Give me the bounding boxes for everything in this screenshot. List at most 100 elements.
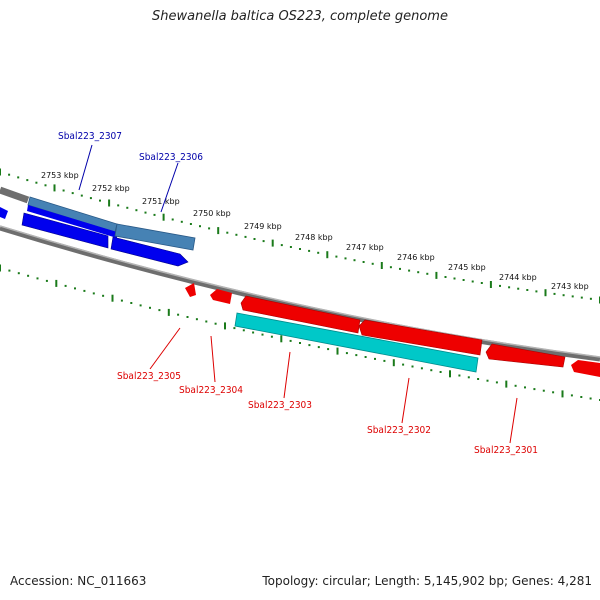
callout-line-2307: [78, 144, 93, 191]
reverse-scale-tick: [111, 294, 114, 302]
gene-label-sbal223-2303[interactable]: Sbal223_2303: [248, 400, 312, 411]
scale-tick: [462, 279, 465, 281]
scale-tick: [308, 249, 311, 252]
scale-tick: [380, 262, 383, 269]
gene-sbal223-2302[interactable]: [358, 319, 483, 356]
reverse-scale-tick: [299, 342, 301, 344]
gene-arrow-fwd-a[interactable]: [0, 207, 8, 219]
callout-line-2306: [160, 162, 179, 213]
scale-tick: [199, 225, 201, 228]
scale-tick: [399, 267, 401, 270]
gene-label-sbal223-2307[interactable]: Sbal223_2307: [58, 131, 122, 142]
reverse-scale-tick: [486, 379, 489, 382]
scale-tick: [89, 197, 92, 200]
reverse-strand-ticks: [0, 264, 600, 401]
scale-tick: [80, 194, 83, 197]
callout-line-2301: [509, 397, 518, 444]
reverse-scale-tick: [214, 322, 217, 325]
scale-tick: [480, 282, 483, 284]
reverse-scale-tick: [92, 292, 95, 295]
scale-tick: [489, 281, 492, 288]
reverse-scale-tick: [420, 367, 423, 370]
tick-label: 2748 kbp: [295, 233, 333, 242]
reverse-genes: [185, 283, 600, 377]
gene-sbal223-2305[interactable]: [185, 283, 196, 297]
tick-label: 2746 kbp: [397, 253, 435, 262]
kbp-tick-labels: 2753 kbp 2752 kbp 2751 kbp 2750 kbp 2749 kbp…: [41, 171, 589, 291]
gene-sbal223-2303-cyan[interactable]: [234, 312, 479, 373]
reverse-scale-tick: [589, 397, 592, 400]
reverse-scale-tick: [524, 386, 526, 389]
scale-tick: [271, 239, 274, 247]
scale-tick: [8, 173, 11, 176]
reverse-scale-tick: [83, 289, 86, 292]
reverse-scale-tick: [158, 309, 161, 312]
scale-tick: [0, 168, 1, 176]
reverse-scale-tick: [233, 327, 236, 330]
reverse-scale-tick: [0, 264, 1, 272]
reverse-scale-tick: [495, 381, 498, 384]
reverse-scale-tick: [561, 390, 564, 398]
reverse-scale-tick: [542, 389, 545, 392]
callout-line-2303: [283, 351, 291, 399]
callout-line-2305: [149, 327, 181, 370]
gene-sbal223-2306-upper[interactable]: [114, 223, 196, 251]
scale-tick: [526, 289, 529, 291]
scale-tick: [371, 262, 374, 265]
reverse-scale-tick: [27, 274, 30, 277]
gene-arrow-rev-end[interactable]: [571, 360, 600, 377]
reverse-scale-tick: [439, 371, 442, 373]
reverse-scale-tick: [336, 347, 339, 355]
tick-label: 2743 kbp: [551, 282, 589, 291]
scale-tick: [189, 223, 192, 225]
reverse-scale-tick: [402, 363, 405, 366]
tick-label: 2751 kbp: [142, 197, 180, 206]
gene-label-sbal223-2306[interactable]: Sbal223_2306: [139, 152, 203, 163]
reverse-scale-tick: [270, 335, 273, 338]
genome-backbone-top-stub: [0, 186, 30, 204]
reverse-scale-tick: [355, 354, 358, 357]
gene-label-sbal223-2304[interactable]: Sbal223_2304: [179, 385, 243, 396]
gene-label-sbal223-2302[interactable]: Sbal223_2302: [367, 425, 431, 436]
gene-sbal223-2301[interactable]: [485, 343, 566, 368]
scale-tick: [244, 235, 247, 238]
reverse-scale-tick: [205, 320, 208, 323]
scale-tick: [117, 204, 120, 207]
scale-tick: [580, 296, 583, 299]
reverse-scale-tick: [345, 352, 348, 355]
gene-label-sbal223-2301[interactable]: Sbal223_2301: [474, 445, 538, 456]
scale-tick: [171, 218, 174, 221]
gene-sbal223-2307-inner[interactable]: [27, 205, 117, 238]
gene-sbal223-2304[interactable]: [210, 289, 232, 304]
gene-sbal223-2306[interactable]: [110, 236, 189, 267]
scale-tick: [553, 292, 556, 295]
reverse-scale-tick: [177, 313, 180, 316]
reverse-scale-tick: [280, 335, 283, 343]
scale-tick: [208, 227, 211, 230]
scale-tick: [453, 277, 456, 280]
reverse-scale-tick: [514, 384, 517, 387]
scale-tick: [535, 290, 538, 293]
reverse-scale-tick: [327, 348, 330, 351]
reverse-scale-tick: [392, 359, 395, 367]
reverse-scale-tick: [139, 304, 142, 307]
scale-tick: [235, 233, 238, 236]
scale-tick: [471, 280, 474, 283]
scale-tick: [162, 213, 165, 221]
kbp-scale-ticks: [0, 168, 600, 304]
tick-label: 2752 kbp: [92, 184, 130, 193]
scale-tick: [44, 184, 47, 187]
reverse-scale-tick: [477, 378, 480, 380]
scale-tick: [289, 246, 292, 248]
gene-sbal223-2307[interactable]: [21, 212, 109, 249]
tick-label: 2753 kbp: [41, 171, 79, 180]
gene-label-sbal223-2305[interactable]: Sbal223_2305: [117, 371, 181, 382]
genome-summary-text: Topology: circular; Length: 5,145,902 bp…: [262, 574, 592, 588]
scale-tick: [217, 227, 220, 235]
scale-tick: [589, 297, 592, 300]
scale-tick: [262, 240, 265, 243]
tick-label: 2744 kbp: [499, 273, 537, 282]
scale-tick: [571, 295, 574, 298]
tick-label: 2745 kbp: [448, 263, 486, 272]
